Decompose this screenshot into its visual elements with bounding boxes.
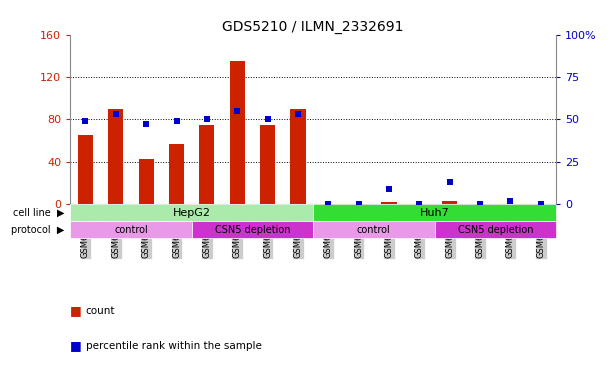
Text: HepG2: HepG2 [173,208,211,218]
Text: GSM651292: GSM651292 [324,207,333,258]
Text: GSM651299: GSM651299 [536,207,546,258]
Point [354,201,364,207]
Bar [260,125,275,204]
Text: CSN5 depletion: CSN5 depletion [458,225,533,235]
Text: protocol  ▶: protocol ▶ [11,225,64,235]
Bar [230,61,245,204]
Bar [70,204,313,221]
Text: GSM651291: GSM651291 [293,207,302,258]
Point [505,198,515,204]
Text: GSM651285: GSM651285 [111,207,120,258]
Bar [290,109,306,204]
Bar [199,125,214,204]
Text: GSM651289: GSM651289 [233,207,242,258]
Point [293,111,303,118]
Point [384,186,394,192]
Point [445,179,455,185]
Text: GSM651295: GSM651295 [415,207,424,258]
Point [81,118,90,124]
Bar [442,201,458,204]
Point [536,201,546,207]
Text: GSM651297: GSM651297 [475,207,485,258]
Point [263,116,273,122]
Point [475,201,485,207]
Bar [434,221,556,238]
Point [232,108,242,114]
Text: GSM651290: GSM651290 [263,207,272,258]
Title: GDS5210 / ILMN_2332691: GDS5210 / ILMN_2332691 [222,20,404,33]
Point [202,116,212,122]
Text: GSM651287: GSM651287 [172,207,181,258]
Point [323,201,333,207]
Text: Huh7: Huh7 [420,208,450,218]
Text: GSM651286: GSM651286 [142,207,151,258]
Text: ■: ■ [70,339,86,352]
Text: ■: ■ [70,305,86,318]
Text: GSM651284: GSM651284 [81,207,90,258]
Bar [381,202,397,204]
Bar [169,144,184,204]
Point [414,201,424,207]
Bar [192,221,313,238]
Text: CSN5 depletion: CSN5 depletion [214,225,290,235]
Text: cell line  ▶: cell line ▶ [13,208,64,218]
Text: control: control [357,225,390,235]
Point [172,118,181,124]
Text: GSM651293: GSM651293 [354,207,363,258]
Bar [78,135,93,204]
Bar [70,221,192,238]
Bar [313,221,434,238]
Text: count: count [86,306,115,316]
Bar [139,159,154,204]
Text: percentile rank within the sample: percentile rank within the sample [86,341,262,351]
Text: GSM651296: GSM651296 [445,207,454,258]
Text: GSM651288: GSM651288 [202,207,211,258]
Point [111,111,121,118]
Text: control: control [114,225,148,235]
Bar [313,204,556,221]
Point [141,121,151,127]
Text: GSM651298: GSM651298 [506,207,515,258]
Bar [108,109,123,204]
Text: GSM651294: GSM651294 [384,207,393,258]
